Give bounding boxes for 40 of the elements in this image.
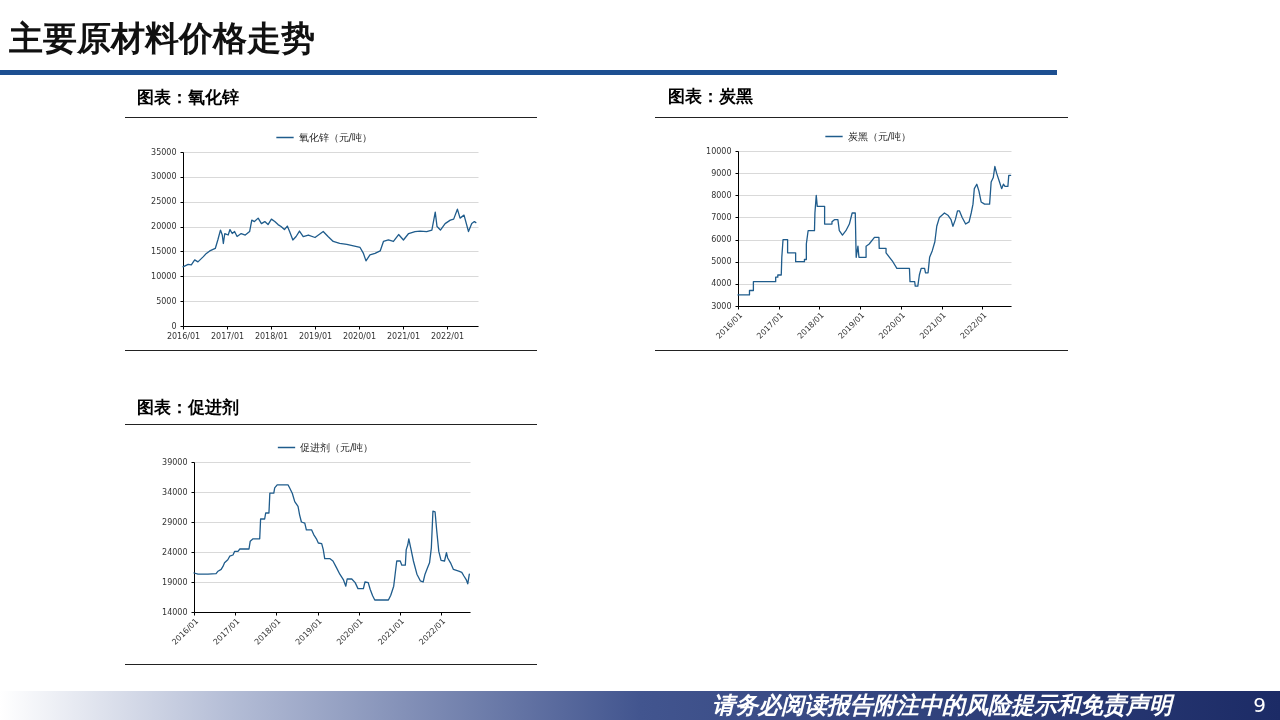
chart-title: 图表：氧化锌 <box>137 87 239 107</box>
y-tick-label: 6000 <box>711 235 732 245</box>
line-series <box>737 165 1012 296</box>
y-tick-label: 9000 <box>711 168 732 178</box>
y-tick-label: 0 <box>171 321 177 331</box>
y-tick-label: 15000 <box>151 246 177 256</box>
text: 9 <box>1253 692 1266 719</box>
y-tick-label: 25000 <box>151 197 177 207</box>
y-tick-label: 10000 <box>151 271 177 281</box>
y-tick-label: 24000 <box>162 547 188 557</box>
y-tick-label: 19000 <box>162 577 188 587</box>
y-tick-label: 7000 <box>711 212 732 222</box>
y-tick-label: 5000 <box>156 296 177 306</box>
x-tick-label: 2016/01 <box>166 331 201 341</box>
y-tick-label: 4000 <box>711 279 732 289</box>
y-tick-label: 29000 <box>162 517 188 527</box>
x-tick-label: 2019/01 <box>298 331 333 341</box>
y-tick-label: 20000 <box>151 222 177 232</box>
y-tick-label: 39000 <box>162 457 188 467</box>
x-tick-label: 2021/01 <box>386 331 421 341</box>
y-tick-label: 34000 <box>162 487 188 497</box>
x-tick-label: 2020/01 <box>342 331 377 341</box>
chart-title: 图表：促进剂 <box>137 397 239 417</box>
legend-label: 氧化锌（元/吨） <box>298 131 372 143</box>
chart-title: 图表：炭黑 <box>668 86 753 106</box>
y-tick-label: 35000 <box>151 147 177 157</box>
y-tick-label: 8000 <box>711 190 732 200</box>
x-tick-label: 2018/01 <box>254 331 289 341</box>
line-series <box>182 208 477 268</box>
y-tick-label: 5000 <box>711 257 732 267</box>
legend-label: 促进剂（元/吨） <box>300 441 374 453</box>
legend-label: 炭黑（元/吨） <box>847 130 911 142</box>
y-tick-label: 14000 <box>162 607 188 617</box>
x-tick-label: 2022/01 <box>430 331 465 341</box>
text: 主要原材料价格走势 <box>9 18 315 58</box>
x-tick-label: 2017/01 <box>210 331 245 341</box>
y-tick-label: 3000 <box>711 301 732 311</box>
y-tick-label: 10000 <box>706 146 732 156</box>
line-series <box>193 484 470 601</box>
y-tick-label: 30000 <box>151 172 177 182</box>
